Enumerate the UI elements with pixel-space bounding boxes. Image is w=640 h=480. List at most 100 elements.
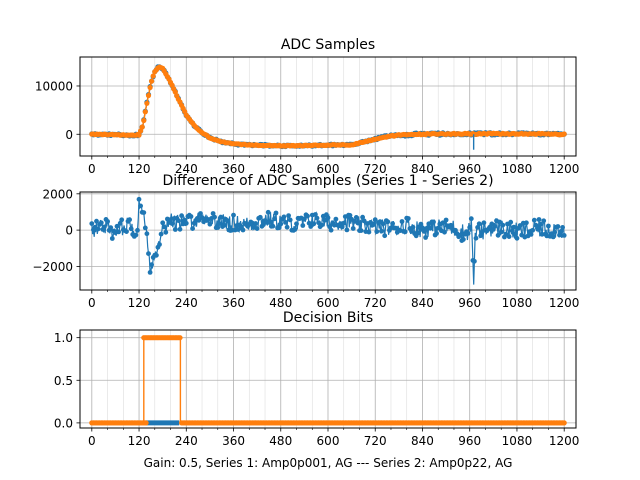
data-point [457, 232, 463, 238]
y-tick-label: 2000 [42, 187, 73, 201]
data-point [361, 218, 367, 224]
x-tick-label: 1080 [502, 296, 533, 310]
x-tick-label: 840 [411, 434, 434, 448]
data-point [157, 242, 162, 247]
data-layer [89, 335, 567, 426]
data-point [461, 237, 466, 242]
data-point [188, 214, 194, 219]
x-tick-label: 0 [88, 434, 96, 448]
y-tick-label: 0 [65, 128, 73, 142]
data-point [108, 225, 114, 231]
data-point [468, 216, 474, 222]
data-point [240, 227, 246, 233]
data-point [344, 227, 350, 233]
data-point [478, 233, 484, 239]
data-point [423, 235, 428, 240]
x-tick-label: 120 [128, 162, 151, 176]
data-point [308, 224, 314, 229]
data-point [561, 233, 567, 238]
data-point [513, 231, 518, 237]
x-tick-label: 480 [269, 296, 292, 310]
data-point [144, 100, 150, 106]
data-point [302, 216, 307, 222]
data-point [276, 225, 282, 231]
x-tick-label: 960 [458, 296, 481, 310]
data-point [163, 229, 169, 235]
data-point [147, 270, 153, 275]
data-point [138, 128, 144, 134]
data-point [530, 227, 536, 233]
y-tick-label: −2000 [32, 260, 73, 274]
data-point [272, 216, 277, 222]
data-point [531, 217, 537, 223]
data-point [270, 223, 276, 229]
data-layer [89, 64, 567, 150]
data-point [410, 224, 416, 230]
x-tick-label: 240 [175, 434, 198, 448]
data-point [467, 225, 473, 230]
data-point [294, 221, 299, 227]
y-tick-label: 0 [65, 224, 73, 238]
y-axis: 0.0 0.5 1.0 [54, 331, 80, 430]
data-point [358, 228, 364, 234]
data-point [371, 222, 377, 227]
data-point [138, 203, 144, 209]
y-tick-label: 0.0 [54, 416, 73, 430]
data-point [224, 218, 230, 223]
data-point [560, 225, 565, 230]
data-point [94, 218, 99, 224]
data-point [347, 213, 353, 218]
x-tick-label: 720 [364, 434, 387, 448]
x-tick-label: 1080 [502, 434, 533, 448]
y-tick-label: 10000 [35, 79, 73, 93]
data-point [546, 223, 551, 229]
data-point [350, 226, 356, 231]
data-point [141, 117, 147, 124]
x-tick-label: 720 [364, 162, 387, 176]
x-tick-label: 1200 [549, 296, 580, 310]
chart-title: Decision Bits [283, 310, 373, 326]
data-point [198, 211, 203, 216]
data-point [421, 229, 427, 234]
data-point [379, 228, 384, 234]
data-point [114, 223, 120, 229]
data-point [179, 213, 185, 219]
data-point [355, 220, 361, 226]
data-point [561, 420, 567, 426]
x-tick-label: 960 [458, 162, 481, 176]
data-point [183, 220, 189, 226]
data-point [514, 235, 520, 241]
data-point [254, 226, 260, 232]
data-point [105, 219, 110, 224]
data-point [506, 234, 512, 240]
data-point [150, 73, 156, 79]
data-point [325, 215, 331, 221]
data-point [177, 226, 183, 232]
data-point [278, 221, 284, 227]
data-point [511, 224, 517, 230]
x-tick-label: 1080 [502, 162, 533, 176]
data-point [124, 229, 129, 235]
data-point [552, 229, 558, 235]
data-point [218, 214, 224, 220]
x-tick-label: 720 [364, 296, 387, 310]
data-point [273, 210, 279, 216]
y-tick-label: 0.5 [54, 374, 73, 388]
data-point [550, 234, 556, 240]
data-point [207, 221, 213, 227]
data-point [95, 226, 101, 232]
data-point [360, 214, 365, 220]
data-point [443, 217, 449, 223]
data-point [119, 217, 125, 223]
data-point [305, 213, 310, 219]
data-point [536, 217, 542, 222]
data-point [149, 262, 155, 268]
data-point [89, 221, 95, 227]
x-tick-label: 960 [458, 434, 481, 448]
data-point [339, 224, 345, 230]
data-point [215, 225, 221, 230]
data-point [427, 225, 433, 231]
data-point [528, 232, 534, 237]
data-point [142, 225, 148, 231]
